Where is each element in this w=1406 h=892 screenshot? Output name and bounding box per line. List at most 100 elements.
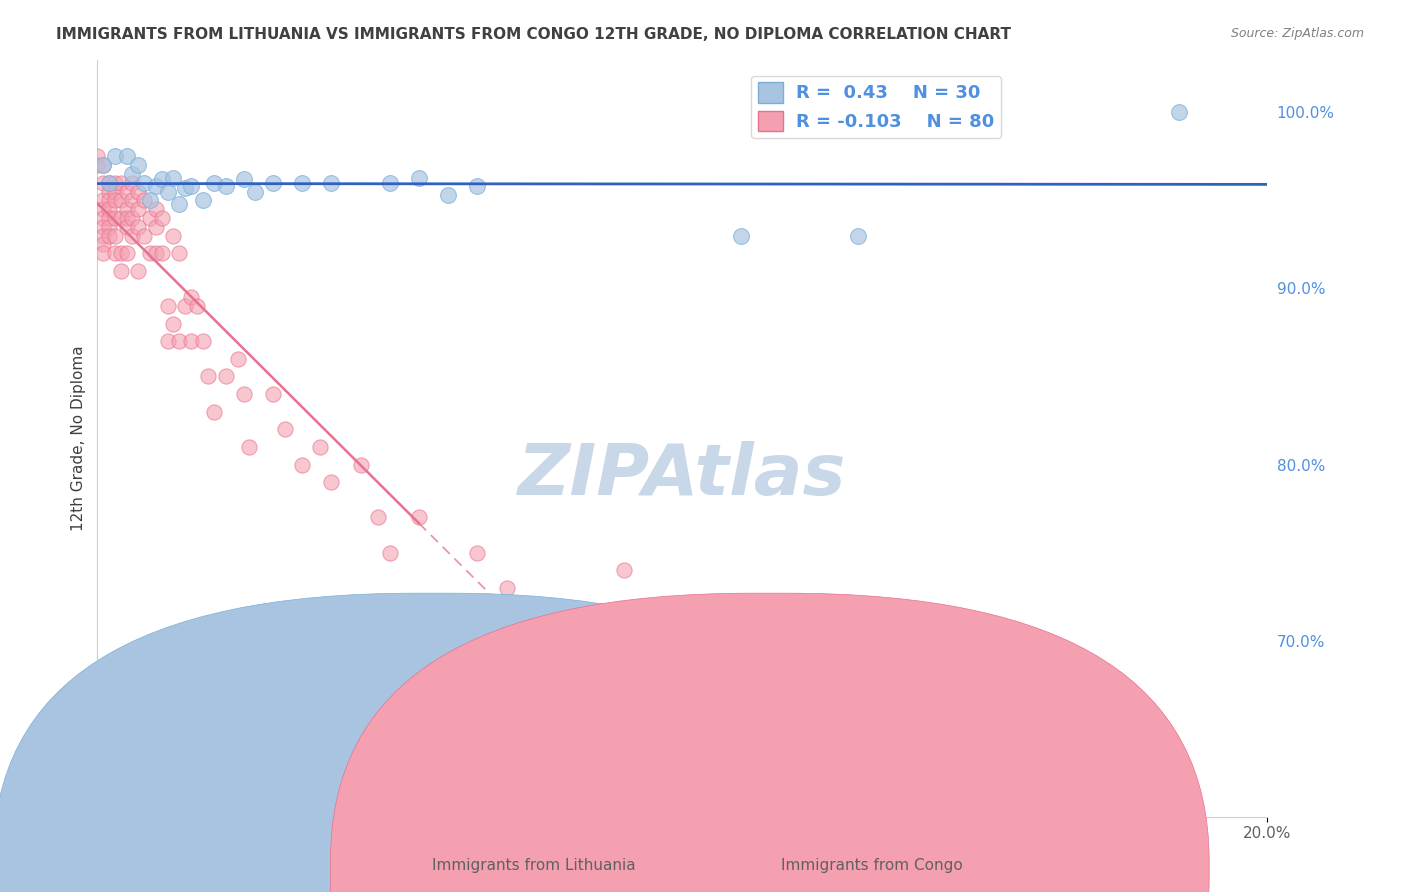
Point	[134, 176, 156, 190]
Point	[291, 458, 314, 472]
Point	[121, 176, 143, 190]
Point	[167, 334, 190, 349]
Point	[232, 387, 254, 401]
Point	[127, 264, 149, 278]
Point	[91, 158, 114, 172]
Point	[98, 211, 121, 225]
Point	[91, 228, 114, 243]
Point	[139, 246, 162, 260]
Point	[110, 176, 132, 190]
Point	[238, 440, 260, 454]
Point	[91, 158, 114, 172]
Point	[134, 228, 156, 243]
Point	[104, 185, 127, 199]
Point	[378, 545, 401, 559]
Point	[232, 172, 254, 186]
Point	[121, 194, 143, 208]
Point	[104, 211, 127, 225]
Legend: R =  0.43    N = 30, R = -0.103    N = 80: R = 0.43 N = 30, R = -0.103 N = 80	[751, 76, 1001, 138]
Point	[1168, 105, 1191, 120]
Point	[349, 458, 371, 472]
Point	[110, 264, 132, 278]
Point	[139, 211, 162, 225]
Point	[150, 246, 173, 260]
Point	[110, 246, 132, 260]
Point	[139, 194, 162, 208]
Point	[98, 185, 121, 199]
Text: Immigrants from Congo: Immigrants from Congo	[780, 858, 963, 872]
Point	[127, 202, 149, 217]
Point	[202, 405, 225, 419]
Point	[115, 246, 138, 260]
Point	[115, 202, 138, 217]
Point	[104, 228, 127, 243]
Point	[202, 176, 225, 190]
Point	[245, 185, 267, 199]
Point	[174, 299, 197, 313]
Text: Immigrants from Lithuania: Immigrants from Lithuania	[433, 858, 636, 872]
Point	[156, 334, 179, 349]
Point	[98, 194, 121, 208]
Point	[145, 219, 167, 234]
Point	[174, 181, 197, 195]
Point	[98, 202, 121, 217]
Point	[91, 211, 114, 225]
Point	[846, 228, 869, 243]
Point	[191, 334, 214, 349]
Point	[167, 197, 190, 211]
Point	[467, 545, 489, 559]
Text: Source: ZipAtlas.com: Source: ZipAtlas.com	[1230, 27, 1364, 40]
Point	[226, 351, 249, 366]
Point	[167, 246, 190, 260]
Point	[262, 387, 284, 401]
Point	[91, 237, 114, 252]
Point	[162, 317, 184, 331]
Point	[115, 211, 138, 225]
Point	[91, 246, 114, 260]
Point	[613, 563, 636, 577]
Text: IMMIGRANTS FROM LITHUANIA VS IMMIGRANTS FROM CONGO 12TH GRADE, NO DIPLOMA CORREL: IMMIGRANTS FROM LITHUANIA VS IMMIGRANTS …	[56, 27, 1011, 42]
Text: ZIPAtlas: ZIPAtlas	[517, 442, 846, 510]
Point	[273, 422, 295, 436]
Point	[408, 170, 430, 185]
Point	[180, 334, 202, 349]
Point	[91, 194, 114, 208]
Point	[437, 188, 460, 202]
Point	[104, 176, 127, 190]
Point	[115, 185, 138, 199]
Point	[91, 219, 114, 234]
Point	[467, 179, 489, 194]
Point	[145, 179, 167, 194]
Point	[495, 581, 517, 595]
Point	[98, 228, 121, 243]
Point	[110, 211, 132, 225]
Point	[156, 185, 179, 199]
Point	[121, 228, 143, 243]
Point	[162, 228, 184, 243]
Point	[408, 510, 430, 524]
Point	[127, 219, 149, 234]
Point	[86, 158, 108, 172]
Point	[162, 170, 184, 185]
Point	[127, 185, 149, 199]
Point	[121, 211, 143, 225]
Point	[215, 369, 238, 384]
Point	[291, 176, 314, 190]
Point	[121, 167, 143, 181]
Point	[91, 202, 114, 217]
Point	[98, 176, 121, 190]
Y-axis label: 12th Grade, No Diploma: 12th Grade, No Diploma	[72, 345, 86, 531]
Point	[150, 211, 173, 225]
Point	[262, 176, 284, 190]
Point	[115, 219, 138, 234]
Point	[98, 219, 121, 234]
Point	[104, 246, 127, 260]
Point	[378, 176, 401, 190]
Point	[186, 299, 208, 313]
Point	[150, 172, 173, 186]
Point	[145, 246, 167, 260]
Point	[321, 475, 343, 489]
Point	[191, 194, 214, 208]
Point	[197, 369, 219, 384]
Point	[308, 440, 330, 454]
